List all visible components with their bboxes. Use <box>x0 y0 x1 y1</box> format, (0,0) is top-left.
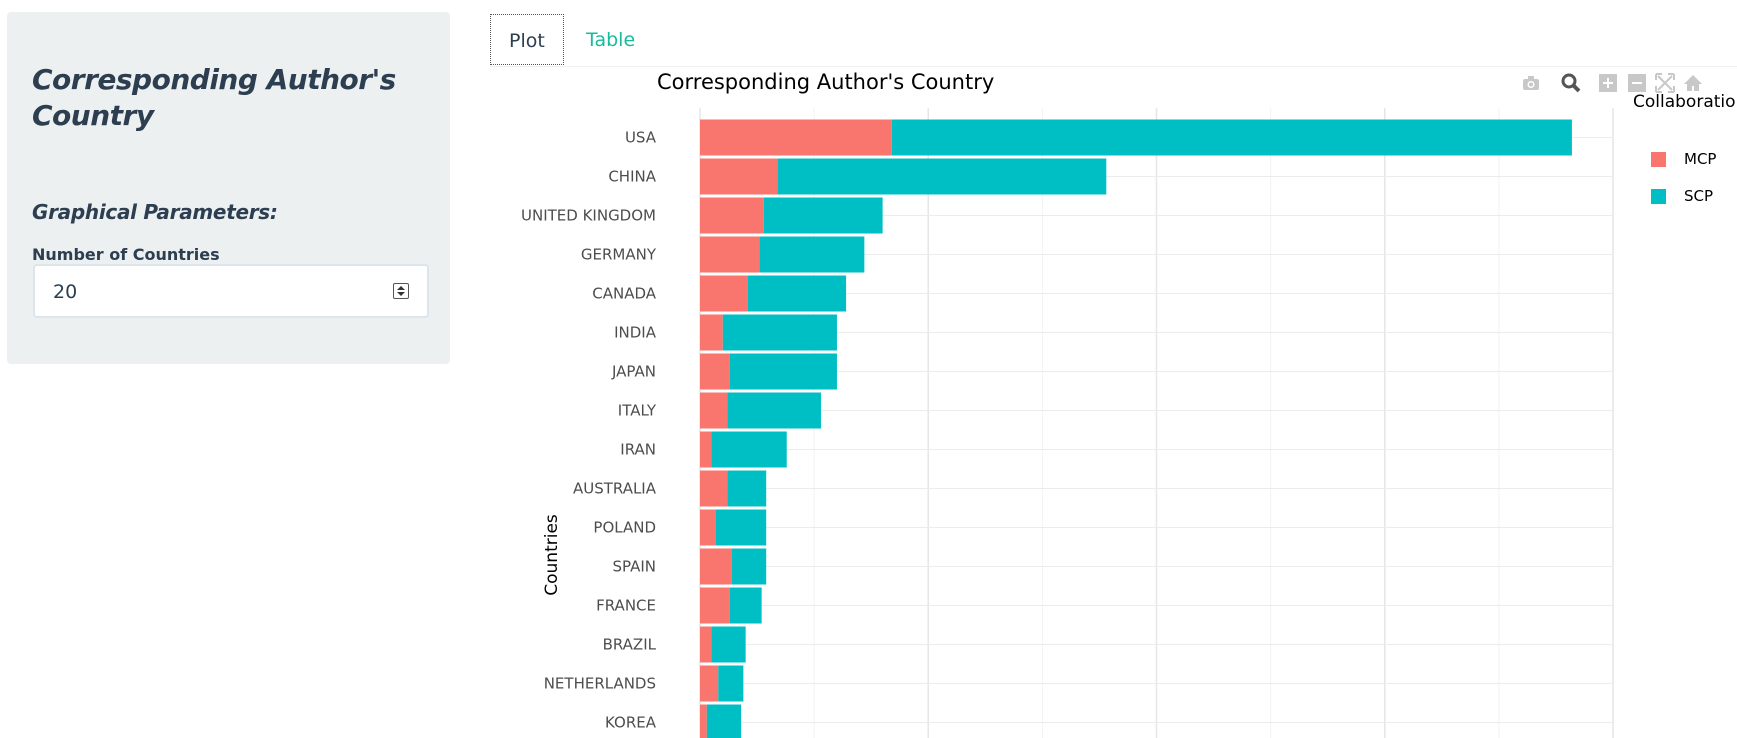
home-icon[interactable] <box>1682 72 1704 94</box>
tab-table[interactable]: Table <box>586 29 636 51</box>
bar-scp[interactable] <box>727 392 821 429</box>
bar-scp[interactable] <box>711 626 746 663</box>
y-tick-label: GERMANY <box>581 246 657 264</box>
y-tick-label: JAPAN <box>611 363 656 381</box>
bar-scp[interactable] <box>727 470 767 507</box>
y-tick-label: KOREA <box>605 714 657 732</box>
bar-scp[interactable] <box>759 236 865 273</box>
y-axis-title: Countries <box>542 514 562 596</box>
zoom-icon[interactable] <box>1560 72 1582 94</box>
bar-mcp[interactable] <box>700 431 712 468</box>
y-tick-label: AUSTRALIA <box>573 480 657 498</box>
y-tick-label: CANADA <box>592 285 657 303</box>
bar-mcp[interactable] <box>700 275 748 312</box>
y-tick-label: ITALY <box>618 402 657 420</box>
y-tick-label: SPAIN <box>612 558 656 576</box>
legend-title: Collaboratio <box>1633 92 1736 112</box>
bar-scp[interactable] <box>731 548 767 585</box>
y-tick-label: IRAN <box>620 441 656 459</box>
bar-mcp[interactable] <box>700 197 764 234</box>
bar-mcp[interactable] <box>700 626 712 663</box>
legend-swatch-scp[interactable] <box>1651 189 1666 204</box>
bar-scp[interactable] <box>747 275 847 312</box>
legend: MCP SCP <box>1651 150 1716 205</box>
bar-mcp[interactable] <box>700 587 730 624</box>
bar-mcp[interactable] <box>700 158 778 195</box>
bar-mcp[interactable] <box>700 704 707 738</box>
legend-label-mcp[interactable]: MCP <box>1684 150 1716 168</box>
y-tick-label: BRAZIL <box>603 636 657 654</box>
bar-scp[interactable] <box>777 158 1107 195</box>
bar-mcp[interactable] <box>700 509 716 546</box>
chart-title: Corresponding Author's Country <box>657 70 994 94</box>
autoscale-icon[interactable] <box>1654 72 1676 94</box>
camera-icon[interactable] <box>1520 72 1542 94</box>
bar-mcp[interactable] <box>700 665 719 702</box>
tab-bar: Plot Table <box>490 14 1737 67</box>
graphical-parameters-heading: Graphical Parameters: <box>32 200 278 224</box>
y-tick-label: UNITED KINGDOM <box>521 207 656 225</box>
bar-chart: USA CHINA UNITED KINGDOM GERMANY CANADA INDIA… <box>521 70 1736 738</box>
bar-mcp[interactable] <box>700 314 723 351</box>
bar-scp[interactable] <box>715 509 767 546</box>
y-tick-labels: USA CHINA UNITED KINGDOM GERMANY CANADA INDIA… <box>521 129 657 732</box>
bar-scp[interactable] <box>718 665 744 702</box>
bar-scp[interactable] <box>729 353 837 390</box>
y-tick-label: POLAND <box>593 519 656 537</box>
number-of-countries-label: Number of Countries <box>32 245 220 264</box>
y-tick-label: NETHERLANDS <box>544 675 656 693</box>
legend-label-scp[interactable]: SCP <box>1684 187 1713 205</box>
bar-mcp[interactable] <box>700 392 728 429</box>
bar-mcp[interactable] <box>700 470 728 507</box>
sidebar-panel: Corresponding Author's Country Graphical… <box>7 12 450 364</box>
bar-mcp[interactable] <box>700 353 730 390</box>
legend-swatch-mcp[interactable] <box>1651 152 1666 167</box>
tab-plot[interactable]: Plot <box>490 14 564 65</box>
zoom-out-icon[interactable] <box>1626 72 1648 94</box>
number-of-countries-value[interactable]: 20 <box>53 281 78 303</box>
bar-scp[interactable] <box>722 314 837 351</box>
bar-scp[interactable] <box>706 704 742 738</box>
sidebar-title: Corresponding Author's Country <box>32 63 396 132</box>
bar-scp[interactable] <box>891 119 1572 156</box>
y-tick-label: INDIA <box>614 324 657 342</box>
y-tick-label: CHINA <box>608 168 656 186</box>
bar-mcp[interactable] <box>700 119 892 156</box>
bar-scp[interactable] <box>763 197 883 234</box>
chart-bars <box>700 119 1572 738</box>
bar-scp[interactable] <box>729 587 762 624</box>
bar-mcp[interactable] <box>700 236 760 273</box>
y-tick-label: FRANCE <box>596 597 656 615</box>
bar-scp[interactable] <box>711 431 787 468</box>
number-of-countries-input[interactable]: 20 <box>33 264 429 318</box>
zoom-in-icon[interactable] <box>1597 72 1619 94</box>
bar-mcp[interactable] <box>700 548 732 585</box>
y-tick-label: USA <box>625 129 657 147</box>
number-stepper-icon[interactable] <box>393 283 409 299</box>
